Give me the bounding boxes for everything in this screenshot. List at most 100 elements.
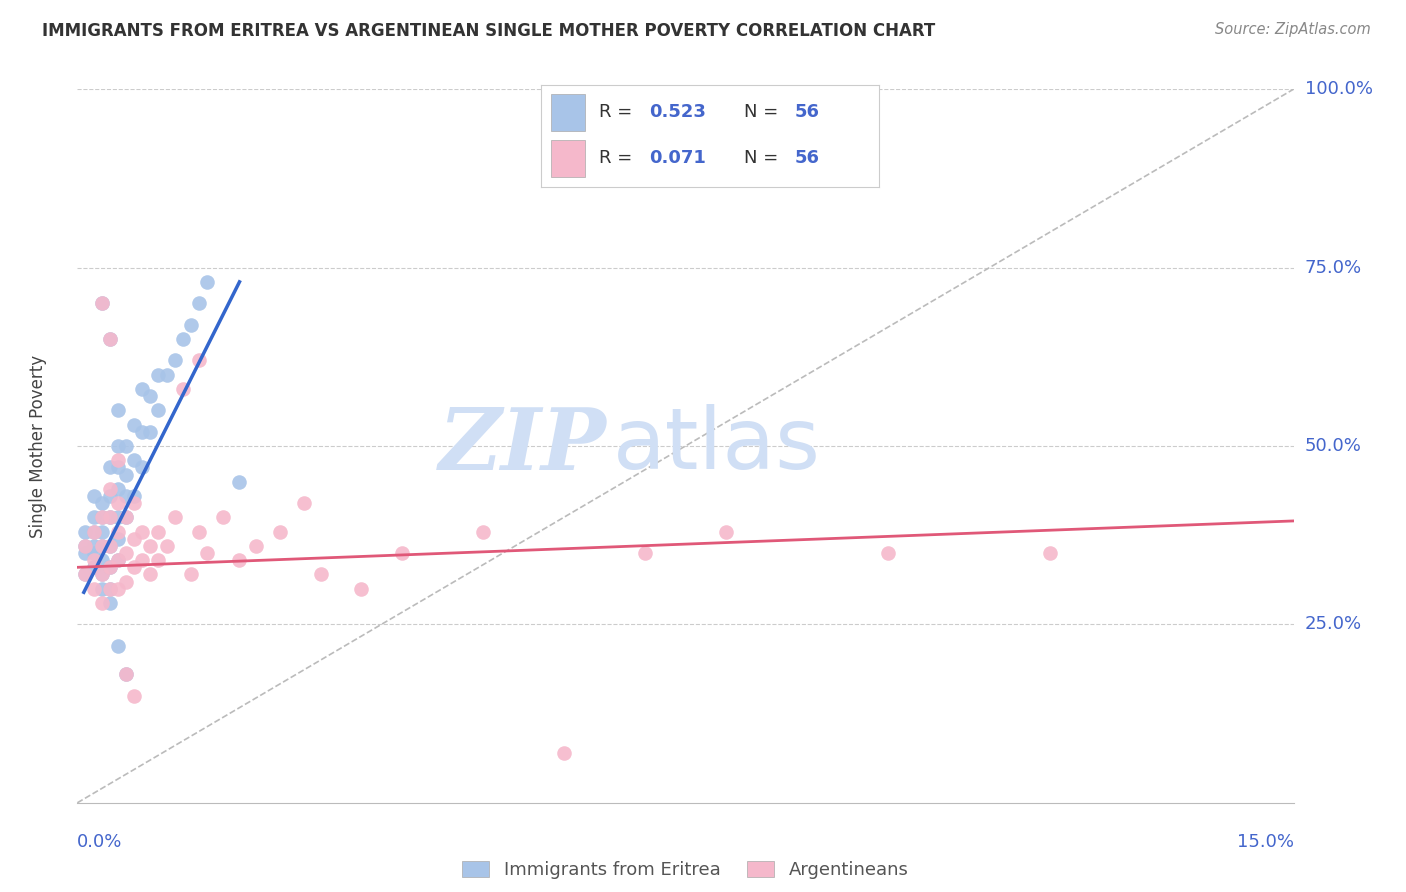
- Point: [148, 553, 170, 567]
- Text: 0.071: 0.071: [650, 149, 706, 167]
- Point: [90, 510, 112, 524]
- Point: [107, 403, 129, 417]
- Point: [172, 332, 194, 346]
- Point: [90, 567, 112, 582]
- Text: atlas: atlas: [613, 404, 821, 488]
- Point: [877, 546, 900, 560]
- Point: [98, 482, 121, 496]
- Point: [155, 539, 177, 553]
- Text: R =: R =: [599, 149, 638, 167]
- Point: [98, 510, 121, 524]
- Point: [98, 596, 121, 610]
- Text: 100.0%: 100.0%: [1305, 80, 1372, 98]
- Point: [553, 746, 575, 760]
- Text: 50.0%: 50.0%: [1305, 437, 1361, 455]
- Legend: Immigrants from Eritrea, Argentineans: Immigrants from Eritrea, Argentineans: [454, 854, 917, 887]
- Point: [195, 275, 218, 289]
- Point: [83, 524, 105, 539]
- Text: 75.0%: 75.0%: [1305, 259, 1362, 277]
- Point: [163, 510, 186, 524]
- Point: [98, 332, 121, 346]
- Point: [115, 439, 138, 453]
- Text: 56: 56: [794, 103, 820, 121]
- Point: [115, 667, 138, 681]
- Point: [90, 510, 112, 524]
- Text: 25.0%: 25.0%: [1305, 615, 1362, 633]
- Point: [122, 496, 145, 510]
- Point: [634, 546, 657, 560]
- Point: [131, 553, 153, 567]
- Point: [75, 524, 97, 539]
- Point: [139, 567, 162, 582]
- Point: [83, 539, 105, 553]
- Point: [131, 460, 153, 475]
- Point: [115, 510, 138, 524]
- FancyBboxPatch shape: [551, 94, 585, 131]
- Point: [75, 567, 97, 582]
- FancyBboxPatch shape: [551, 140, 585, 177]
- Text: IMMIGRANTS FROM ERITREA VS ARGENTINEAN SINGLE MOTHER POVERTY CORRELATION CHART: IMMIGRANTS FROM ERITREA VS ARGENTINEAN S…: [42, 22, 935, 40]
- Point: [83, 560, 105, 574]
- Point: [180, 567, 202, 582]
- Point: [98, 560, 121, 574]
- Point: [98, 582, 121, 596]
- Point: [163, 353, 186, 368]
- Text: Single Mother Poverty: Single Mother Poverty: [30, 354, 46, 538]
- Point: [83, 582, 105, 596]
- Point: [83, 546, 105, 560]
- Point: [391, 546, 413, 560]
- Point: [75, 539, 97, 553]
- Point: [107, 496, 129, 510]
- Point: [350, 582, 373, 596]
- Point: [131, 524, 153, 539]
- Text: ZIP: ZIP: [439, 404, 606, 488]
- Point: [309, 567, 332, 582]
- Point: [180, 318, 202, 332]
- Point: [75, 546, 97, 560]
- Point: [98, 560, 121, 574]
- Point: [115, 467, 138, 482]
- Point: [115, 510, 138, 524]
- Point: [90, 567, 112, 582]
- Point: [107, 482, 129, 496]
- Point: [107, 582, 129, 596]
- Text: 15.0%: 15.0%: [1236, 833, 1294, 851]
- Point: [90, 539, 112, 553]
- Point: [115, 667, 138, 681]
- Point: [139, 425, 162, 439]
- Point: [122, 489, 145, 503]
- Point: [83, 553, 105, 567]
- Point: [269, 524, 291, 539]
- Point: [98, 539, 121, 553]
- Point: [90, 582, 112, 596]
- Point: [139, 539, 162, 553]
- Point: [115, 489, 138, 503]
- Point: [122, 532, 145, 546]
- Point: [714, 524, 737, 539]
- Text: 0.0%: 0.0%: [77, 833, 122, 851]
- Point: [115, 546, 138, 560]
- Point: [83, 489, 105, 503]
- Text: 56: 56: [794, 149, 820, 167]
- Text: Source: ZipAtlas.com: Source: ZipAtlas.com: [1215, 22, 1371, 37]
- Point: [107, 532, 129, 546]
- Point: [172, 382, 194, 396]
- Point: [98, 539, 121, 553]
- Point: [75, 539, 97, 553]
- Point: [131, 425, 153, 439]
- Point: [131, 382, 153, 396]
- Point: [90, 496, 112, 510]
- Point: [107, 460, 129, 475]
- Point: [75, 567, 97, 582]
- Point: [188, 296, 211, 310]
- Point: [107, 524, 129, 539]
- Point: [90, 296, 112, 310]
- Point: [188, 353, 211, 368]
- Point: [139, 389, 162, 403]
- Point: [1039, 546, 1062, 560]
- Text: R =: R =: [599, 103, 638, 121]
- Point: [155, 368, 177, 382]
- Point: [98, 332, 121, 346]
- Point: [107, 453, 129, 467]
- Point: [292, 496, 315, 510]
